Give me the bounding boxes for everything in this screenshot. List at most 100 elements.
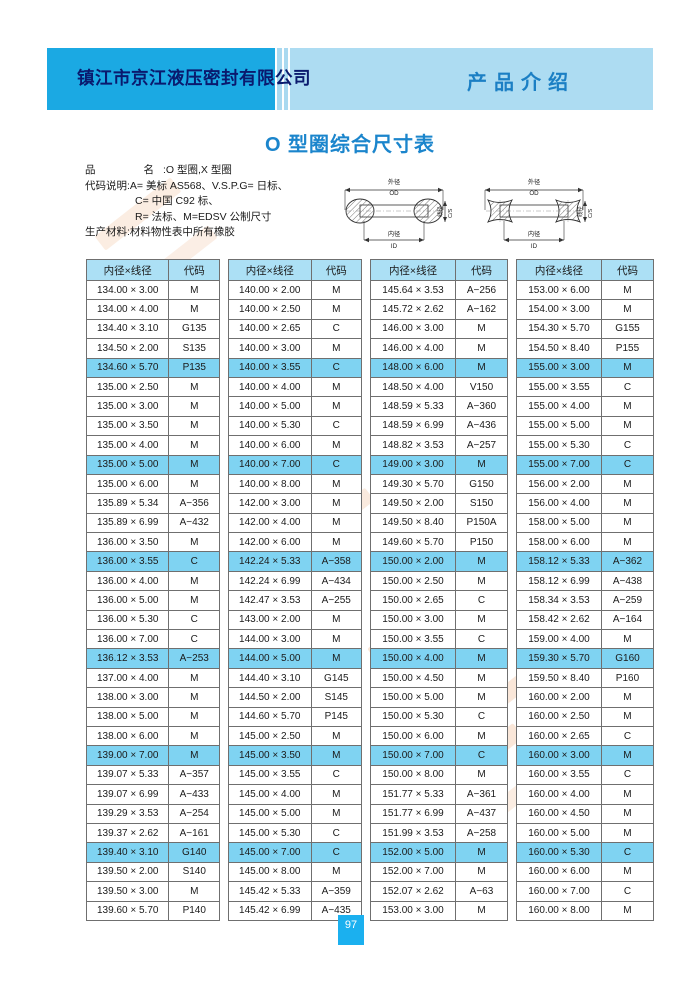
table-row: 145.00 × 2.50 M	[228, 725, 363, 747]
cell-code: M	[600, 493, 655, 514]
table-row: 145.64 × 3.53 A−256	[370, 279, 509, 301]
table-row: 160.00 × 5.00 M	[516, 822, 655, 844]
cell-code: M	[310, 648, 363, 669]
table-row: 159.50 × 8.40 P160	[516, 667, 655, 689]
cell-size: 135.00 × 2.50	[85, 376, 170, 398]
cell-code: A−360	[454, 396, 509, 417]
cell-code: M	[168, 532, 221, 553]
cell-size: 138.00 × 5.00	[85, 706, 170, 727]
cell-code: M	[600, 900, 655, 921]
table-row: 158.34 × 3.53 A−259	[516, 590, 655, 611]
cell-code: A−433	[168, 784, 221, 805]
cell-size: 145.72 × 2.62	[370, 299, 456, 320]
table-row: 136.00 × 3.50 M	[85, 532, 221, 553]
cell-size: 140.00 × 8.00	[228, 473, 312, 495]
banner-divider-2	[284, 48, 288, 110]
table-row: 145.00 × 5.30 C	[228, 822, 363, 844]
table-row: 146.00 × 3.00 M	[370, 318, 509, 340]
table-row: 145.00 × 4.00 M	[228, 784, 363, 805]
cell-size: 144.50 × 2.00	[228, 687, 312, 708]
cell-code: A−358	[310, 551, 363, 572]
cell-size: 140.00 × 2.00	[228, 279, 312, 301]
cell-size: 149.60 × 5.70	[370, 532, 456, 553]
cell-code: A−357	[168, 764, 221, 786]
cell-size: 139.60 × 5.70	[85, 900, 170, 921]
table-row: 150.00 × 3.00 M	[370, 609, 509, 631]
cell-code: G145	[310, 667, 363, 689]
cell-code: M	[454, 551, 509, 572]
cell-code: C	[600, 725, 655, 747]
cell-code: A−438	[600, 570, 655, 592]
cell-code: M	[310, 629, 363, 650]
table-header-row: 内径×线径 代码	[228, 259, 363, 281]
label-od-en: OD	[389, 190, 399, 197]
cell-size: 160.00 × 3.00	[516, 745, 602, 766]
table-row: 156.00 × 2.00 M	[516, 473, 655, 495]
cell-code: M	[310, 279, 363, 301]
oring-diagrams: 外径 OD 线径 C/S 内径 ID	[340, 176, 630, 254]
cell-code: P160	[600, 667, 655, 689]
cell-size: 142.00 × 6.00	[228, 532, 312, 553]
desc-line-product-name: 品 名:O 型圈,X 型圈	[85, 163, 288, 179]
table-row: 146.00 × 4.00 M	[370, 338, 509, 359]
cell-size: 150.00 × 2.50	[370, 570, 456, 592]
cell-size: 160.00 × 4.50	[516, 803, 602, 824]
table-row: 134.50 × 2.00 S135	[85, 338, 221, 359]
table-row: 144.00 × 3.00 M	[228, 629, 363, 650]
cell-code: P150	[454, 532, 509, 553]
cell-size: 152.00 × 7.00	[370, 861, 456, 883]
cell-size: 138.00 × 6.00	[85, 725, 170, 747]
table-row: 135.89 × 5.34 A−356	[85, 493, 221, 514]
cell-size: 159.30 × 5.70	[516, 648, 602, 669]
cell-size: 160.00 × 8.00	[516, 900, 602, 921]
cell-code: M	[310, 512, 363, 534]
cell-code: A−361	[454, 784, 509, 805]
cell-size: 142.24 × 5.33	[228, 551, 312, 572]
label-od-cn: 外径	[388, 178, 400, 186]
table-row: 160.00 × 6.00 M	[516, 861, 655, 883]
cell-code: M	[168, 590, 221, 611]
table-row: 154.50 × 8.40 P155	[516, 338, 655, 359]
table-row: 155.00 × 3.00 M	[516, 357, 655, 378]
cell-size: 142.00 × 3.00	[228, 493, 312, 514]
cell-code: A−164	[600, 609, 655, 631]
cell-code: M	[168, 881, 221, 902]
cell-code: G140	[168, 842, 221, 863]
cell-size: 134.50 × 2.00	[85, 338, 170, 359]
cell-code: P140	[168, 900, 221, 921]
table-row: 134.00 × 3.00 M	[85, 279, 221, 301]
cell-code: C	[600, 454, 655, 475]
cell-size: 139.00 × 7.00	[85, 745, 170, 766]
table-row: 135.00 × 6.00 M	[85, 473, 221, 495]
cell-code: A−255	[310, 590, 363, 611]
table-header-row: 内径×线径 代码	[516, 259, 655, 281]
cell-code: M	[454, 454, 509, 475]
cell-code: M	[454, 570, 509, 592]
table-row: 155.00 × 3.55 C	[516, 376, 655, 398]
table-row: 160.00 × 2.50 M	[516, 706, 655, 727]
cell-size: 158.42 × 2.62	[516, 609, 602, 631]
company-name: 镇江市京江液压密封有限公司	[77, 69, 311, 89]
cell-size: 155.00 × 7.00	[516, 454, 602, 475]
cell-size: 135.00 × 6.00	[85, 473, 170, 495]
cell-code: C	[310, 822, 363, 844]
cell-size: 152.00 × 5.00	[370, 842, 456, 863]
cell-code: M	[600, 745, 655, 766]
cell-size: 150.00 × 2.00	[370, 551, 456, 572]
table-row: 149.00 × 3.00 M	[370, 454, 509, 475]
table-row: 150.00 × 3.55 C	[370, 629, 509, 650]
cell-code: M	[600, 279, 655, 301]
cell-size: 158.00 × 6.00	[516, 532, 602, 553]
cell-code: M	[310, 299, 363, 320]
cell-size: 136.00 × 3.55	[85, 551, 170, 572]
table-row: 149.60 × 5.70 P150	[370, 532, 509, 553]
cell-code: A−437	[454, 803, 509, 824]
desc-value-material: :材料物性表中所有橡胶	[127, 226, 235, 238]
table-row: 148.59 × 6.99 A−436	[370, 415, 509, 437]
table-row: 159.00 × 4.00 M	[516, 629, 655, 650]
cell-code: A−63	[454, 881, 509, 902]
cell-size: 150.00 × 8.00	[370, 764, 456, 786]
cell-size: 145.00 × 3.55	[228, 764, 312, 786]
cell-code: P135	[168, 357, 221, 378]
cell-size: 136.00 × 5.00	[85, 590, 170, 611]
